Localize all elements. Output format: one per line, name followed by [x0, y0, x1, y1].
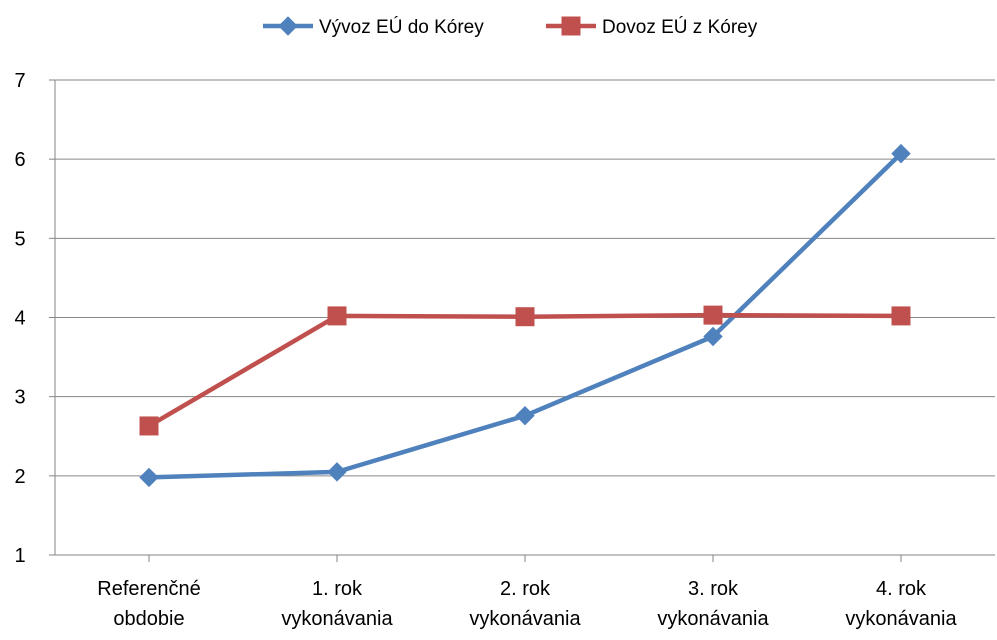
- data-point-square: [515, 307, 535, 327]
- data-point-square: [891, 306, 911, 326]
- x-tick-label: vykonávania: [657, 608, 769, 630]
- data-point-diamond: [278, 16, 298, 36]
- x-tick-label: vykonávania: [281, 608, 393, 630]
- x-tick-label: Referenčné: [97, 578, 200, 600]
- data-point-square: [139, 416, 159, 436]
- legend-label: Dovoz EÚ z Kórey: [602, 16, 758, 38]
- x-tick-label: 2. rok: [500, 578, 551, 600]
- x-tick-label: 4. rok: [876, 578, 927, 600]
- y-tick-label: 6: [14, 149, 25, 171]
- series-2: [139, 305, 911, 436]
- data-point-diamond: [891, 143, 911, 164]
- y-tick-label: 3: [14, 387, 25, 409]
- x-tick-label: vykonávania: [469, 608, 581, 630]
- axes: 1 2 3 4 5 6 7 Referenčné obdobie 1. rok vykonávani…: [14, 70, 995, 630]
- legend-label: Vývoz EÚ do Kórey: [319, 16, 484, 38]
- legend-item: Dovoz EÚ z Kórey: [546, 16, 758, 38]
- series-1: [139, 143, 911, 488]
- legend: Vývoz EÚ do Kórey Dovoz EÚ z Kórey: [263, 16, 758, 38]
- data-point-square: [703, 305, 723, 325]
- data-point-diamond: [327, 462, 347, 482]
- series: [139, 143, 911, 488]
- x-tick-label: 1. rok: [312, 578, 363, 600]
- data-point-diamond: [703, 326, 723, 347]
- x-tick-label: vykonávania: [845, 608, 957, 630]
- x-tick-label: 3. rok: [688, 578, 739, 600]
- y-tick-label: 4: [14, 308, 25, 330]
- data-point-diamond: [139, 467, 159, 488]
- x-tick-label: obdobie: [113, 608, 184, 630]
- y-tick-label: 1: [14, 545, 25, 567]
- data-point-diamond: [515, 405, 535, 426]
- legend-item: Vývoz EÚ do Kórey: [263, 16, 484, 38]
- data-point-square: [561, 16, 581, 36]
- y-tick-label: 5: [14, 228, 25, 250]
- y-tick-label: 2: [14, 466, 25, 488]
- y-tick-label: 7: [14, 70, 25, 92]
- data-point-square: [327, 306, 347, 326]
